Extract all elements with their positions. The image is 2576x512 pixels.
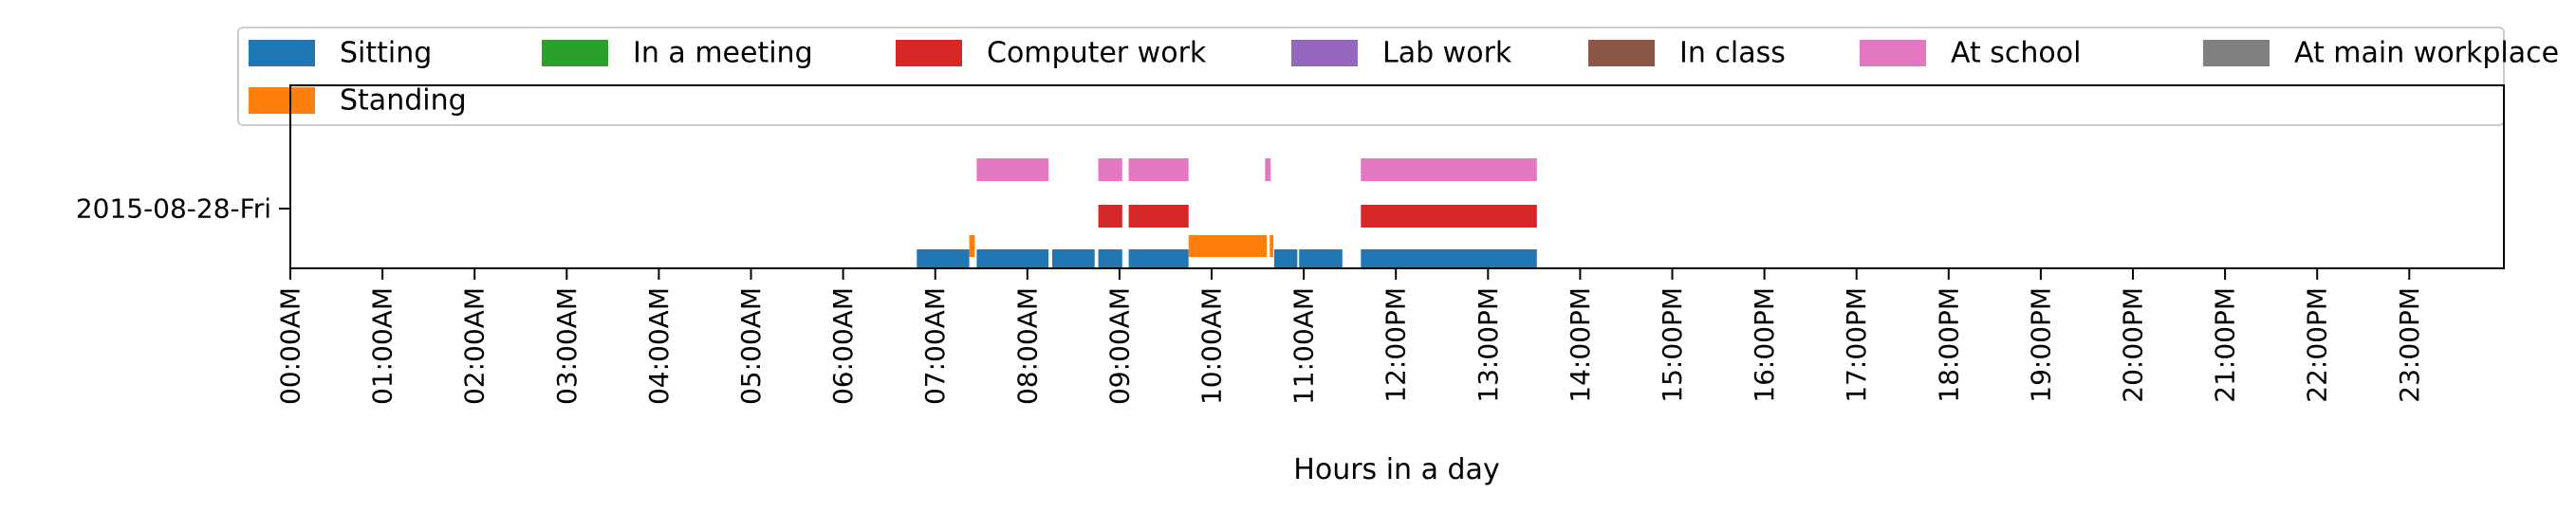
plot-area-frame	[289, 84, 2505, 269]
bar-at-school-1	[1098, 158, 1122, 181]
x-tick-label-21: 21:00PM	[2210, 287, 2241, 403]
legend-swatch-lab-work	[1291, 40, 1358, 66]
bar-sitting-5	[1274, 249, 1298, 268]
y-axis: 2015-08-28-Fri	[76, 193, 290, 225]
bar-at-school-0	[976, 158, 1049, 181]
x-tick-label-5: 05:00AM	[735, 287, 767, 405]
legend-label-in-a-meeting: In a meeting	[633, 37, 813, 70]
x-tick-label-7: 07:00AM	[919, 287, 951, 405]
chart-marks	[917, 158, 1537, 268]
x-tick-label-0: 00:00AM	[275, 287, 306, 405]
x-tick-label-4: 04:00AM	[643, 287, 675, 405]
x-tick-label-8: 08:00AM	[1011, 287, 1043, 405]
legend-label-sitting: Sitting	[340, 37, 432, 70]
legend-swatch-standing	[249, 87, 315, 114]
legend-swatch-in-class	[1588, 40, 1655, 66]
x-axis: 00:00AM 01:00AM 02:00AM 03:00AM 04:00AM 05:00…	[275, 268, 2425, 405]
legend: Sitting Standing In a meeting Computer work…	[237, 27, 2559, 126]
legend-swatch-in-a-meeting	[542, 40, 608, 66]
legend-swatch-at-main-workplace	[2203, 40, 2270, 66]
x-tick-label-14: 14:00PM	[1565, 287, 1596, 403]
x-tick-label-19: 19:00PM	[2025, 287, 2056, 403]
legend-label-at-main-workplace: At main workplace	[2294, 37, 2559, 70]
x-tick-label-9: 09:00AM	[1103, 287, 1135, 405]
x-tick-label-22: 22:00PM	[2302, 287, 2333, 403]
x-tick-label-18: 18:00PM	[1933, 287, 1964, 403]
bar-standing-0	[969, 235, 975, 257]
x-tick-label-3: 03:00AM	[551, 287, 583, 405]
bar-at-school-4	[1361, 158, 1537, 181]
bar-computer-work-1	[1128, 205, 1189, 228]
bar-sitting-0	[917, 249, 970, 268]
legend-label-at-school: At school	[1951, 37, 2081, 70]
y-tick-label-0: 2015-08-28-Fri	[76, 193, 271, 225]
x-tick-label-12: 12:00PM	[1381, 287, 1412, 403]
bar-at-school-2	[1128, 158, 1189, 181]
legend-label-standing: Standing	[340, 84, 467, 118]
legend-label-computer-work: Computer work	[987, 37, 1207, 70]
x-tick-label-6: 06:00AM	[827, 287, 859, 405]
x-axis-label: Hours in a day	[1293, 453, 1499, 486]
bar-at-school-3	[1265, 158, 1271, 181]
bar-standing-1	[1188, 235, 1268, 257]
bar-sitting-3	[1098, 249, 1122, 268]
bar-standing-2	[1269, 235, 1274, 257]
x-tick-label-15: 15:00PM	[1657, 287, 1688, 403]
bar-sitting-1	[976, 249, 1049, 268]
x-tick-label-17: 17:00PM	[1841, 287, 1872, 403]
x-tick-label-20: 20:00PM	[2118, 287, 2149, 403]
bar-sitting-4	[1128, 249, 1189, 268]
legend-swatch-at-school	[1860, 40, 1926, 66]
x-tick-label-16: 16:00PM	[1749, 287, 1780, 403]
legend-label-lab-work: Lab work	[1382, 37, 1512, 70]
legend-swatch-sitting	[249, 40, 315, 66]
bar-computer-work-2	[1361, 205, 1537, 228]
x-tick-label-13: 13:00PM	[1473, 287, 1504, 403]
bar-computer-work-0	[1098, 205, 1122, 228]
bar-sitting-6	[1299, 249, 1343, 268]
bar-sitting-7	[1361, 249, 1537, 268]
legend-box	[237, 27, 2505, 126]
bar-sitting-2	[1052, 249, 1095, 268]
x-tick-label-2: 02:00AM	[459, 287, 491, 405]
x-tick-label-10: 10:00AM	[1196, 287, 1228, 405]
x-tick-label-23: 23:00PM	[2394, 287, 2425, 403]
x-tick-label-1: 01:00AM	[367, 287, 398, 405]
x-tick-label-11: 11:00AM	[1288, 287, 1320, 405]
legend-swatch-computer-work	[896, 40, 962, 66]
legend-label-in-class: In class	[1679, 37, 1786, 70]
